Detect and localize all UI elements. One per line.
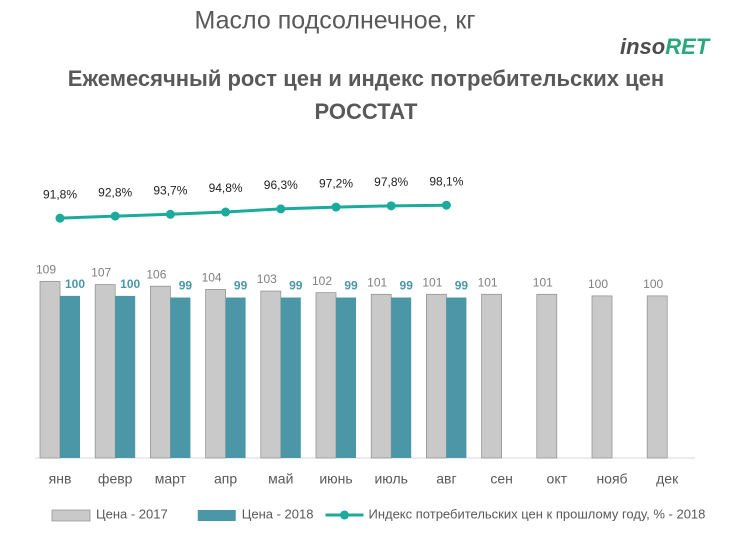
x-tick-label: июль [374, 471, 407, 487]
data-label: 101 [422, 275, 442, 289]
x-tick-label: апр [214, 471, 237, 487]
line-point [165, 209, 175, 219]
legend-label: Цена - 2017 [96, 506, 168, 521]
data-label: 99 [234, 279, 248, 293]
data-label: 91,8% [43, 187, 77, 201]
logo: insoRET [620, 34, 711, 59]
x-tick-label: февр [98, 471, 133, 487]
bar [115, 295, 136, 458]
data-label: 101 [533, 275, 553, 289]
bar [260, 290, 282, 459]
bar [646, 295, 668, 459]
data-label: 98,1% [429, 174, 463, 188]
bar [315, 292, 337, 459]
data-label: 99 [344, 279, 358, 293]
legend-swatch [197, 510, 236, 521]
data-label: 99 [400, 279, 414, 293]
data-label: 102 [312, 274, 332, 288]
data-label: 107 [91, 266, 111, 280]
x-tick-label: авг [436, 471, 456, 487]
chart-title: Масло подсолнечное, кг [195, 7, 476, 35]
data-label: 109 [36, 262, 56, 276]
bar [225, 297, 246, 458]
legend-swatch [339, 510, 349, 520]
bar [205, 289, 226, 459]
x-tick-label: сен [490, 471, 513, 487]
line-point [331, 202, 341, 212]
bar [426, 293, 447, 459]
x-tick-label: янв [49, 471, 72, 487]
bar [94, 284, 116, 459]
bar [391, 297, 412, 458]
data-label: 106 [146, 267, 166, 281]
chart-subtitle: Ежемесячный рост цен и индекс потребител… [68, 66, 664, 91]
bar [170, 297, 191, 458]
logo-part: inso [620, 34, 665, 59]
data-label: 104 [202, 271, 222, 285]
bar [60, 295, 80, 458]
line-point [110, 211, 120, 221]
data-label: 99 [455, 279, 469, 293]
data-label: 100 [120, 277, 140, 291]
bar [481, 293, 502, 459]
x-tick-label: нояб [596, 471, 627, 487]
data-label: 101 [367, 275, 387, 289]
logo-part: RET [665, 34, 711, 59]
legend-label: Индекс потребительских цен к прошлому го… [368, 506, 705, 521]
data-label: 97,8% [374, 175, 408, 189]
line-point [276, 204, 286, 214]
data-label: 97,2% [319, 176, 353, 190]
data-label: 93,7% [153, 183, 187, 197]
data-label: 100 [65, 277, 85, 291]
line-point [441, 200, 451, 210]
data-label: 100 [643, 277, 663, 291]
bar [446, 297, 467, 458]
bar [336, 297, 356, 458]
data-label: 103 [257, 272, 277, 286]
x-tick-label: март [155, 471, 187, 487]
x-tick-label: дек [656, 471, 679, 487]
bar [280, 297, 301, 458]
bar [150, 285, 171, 459]
bar [39, 280, 61, 459]
x-tick-label: окт [547, 471, 568, 487]
data-label: 100 [588, 277, 608, 291]
data-label: 101 [478, 275, 498, 289]
data-label: 96,3% [264, 178, 298, 192]
data-label: 92,8% [98, 185, 132, 199]
bar [536, 293, 558, 459]
data-label: 99 [289, 279, 303, 293]
bar [591, 295, 613, 459]
chart-subtitle: РОССТАТ [314, 99, 418, 124]
line-point [386, 201, 396, 211]
x-tick-label: май [268, 471, 293, 487]
line-point [55, 213, 65, 223]
data-label: 94,8% [209, 181, 243, 195]
bar [370, 293, 392, 459]
legend-label: Цена - 2018 [242, 506, 314, 521]
x-tick-label: июнь [319, 471, 352, 487]
legend-swatch [51, 509, 91, 522]
line [59, 203, 447, 220]
line-point [221, 207, 231, 217]
data-label: 99 [179, 279, 193, 293]
